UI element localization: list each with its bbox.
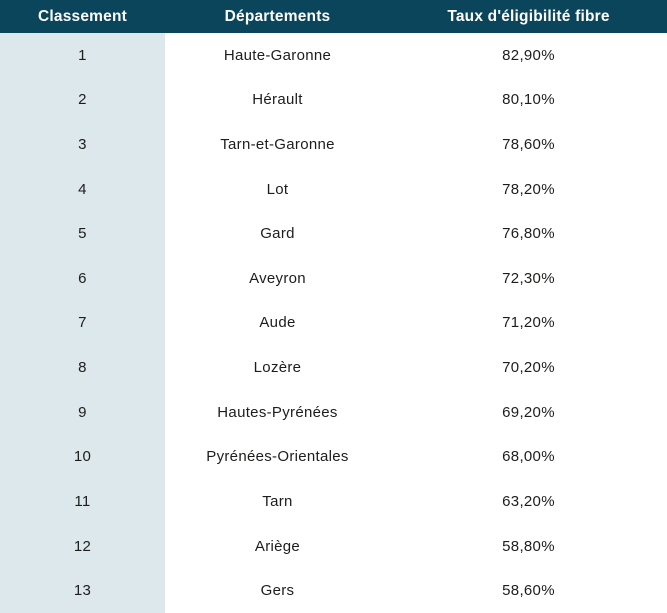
table-body: 1 Haute-Garonne 82,90% 2 Hérault 80,10% 3 Tarn-… xyxy=(0,33,667,613)
department-cell: Hautes-Pyrénées xyxy=(217,403,338,421)
header-cell-departements: Départements xyxy=(224,7,331,25)
rate-cell: 58,60% xyxy=(502,582,555,600)
table-row: 5 Gard 76,80% xyxy=(0,211,667,257)
rank-cell: 4 xyxy=(0,166,165,212)
department-cell: Gard xyxy=(260,225,295,243)
table-row: 10 Pyrénées-Orientales 68,00% xyxy=(0,434,667,480)
rate-cell: 58,80% xyxy=(502,537,555,555)
rank-cell: 2 xyxy=(0,77,165,123)
department-cell: Aude xyxy=(259,314,296,332)
rank-cell: 10 xyxy=(0,434,165,480)
header-cell-classement: Classement xyxy=(37,7,127,25)
department-cell: Haute-Garonne xyxy=(223,46,332,64)
table-row: 2 Hérault 80,10% xyxy=(0,77,667,123)
table-row: 13 Gers 58,60% xyxy=(0,568,667,613)
rank-cell: 12 xyxy=(0,523,165,569)
table-row: 11 Tarn 63,20% xyxy=(0,479,667,524)
header-cell-taux-eligibilite-fibre: Taux d'éligibilité fibre xyxy=(447,7,610,25)
rank-cell: 6 xyxy=(0,256,165,301)
department-cell: Tarn xyxy=(262,492,293,510)
rate-cell: 82,90% xyxy=(502,46,555,64)
department-cell: Lot xyxy=(266,180,289,198)
department-cell: Ariège xyxy=(254,537,301,555)
table-row: 3 Tarn-et-Garonne 78,60% xyxy=(0,122,667,167)
rank-cell: 3 xyxy=(0,122,165,167)
rank-cell: 13 xyxy=(0,568,165,613)
rate-cell: 68,00% xyxy=(502,448,555,466)
rank-cell: 8 xyxy=(0,345,165,390)
rank-cell: 5 xyxy=(0,211,165,257)
department-cell: Aveyron xyxy=(249,269,306,287)
department-cell: Pyrénées-Orientales xyxy=(206,448,349,466)
rate-cell: 72,30% xyxy=(502,269,555,287)
rate-cell: 71,20% xyxy=(502,314,555,332)
table-row: 1 Haute-Garonne 82,90% xyxy=(0,33,667,78)
rate-cell: 78,60% xyxy=(502,136,555,154)
rank-cell: 7 xyxy=(0,300,165,346)
rate-cell: 76,80% xyxy=(502,225,555,243)
rank-cell: 11 xyxy=(0,479,165,524)
department-cell: Lozère xyxy=(253,359,302,377)
department-cell: Gers xyxy=(260,582,295,600)
table-row: 7 Aude 71,20% xyxy=(0,300,667,346)
table-row: 9 Hautes-Pyrénées 69,20% xyxy=(0,389,667,435)
table-row: 6 Aveyron 72,30% xyxy=(0,256,667,301)
rank-cell: 1 xyxy=(0,33,165,78)
table-header-row: Classement Départements Taux d'éligibili… xyxy=(0,0,667,33)
rate-cell: 63,20% xyxy=(502,492,555,510)
table-row: 8 Lozère 70,20% xyxy=(0,345,667,390)
table-row: 4 Lot 78,20% xyxy=(0,166,667,212)
rate-cell: 70,20% xyxy=(502,359,555,377)
rate-cell: 80,10% xyxy=(502,91,555,109)
rate-cell: 78,20% xyxy=(502,180,555,198)
rank-cell: 9 xyxy=(0,389,165,435)
rate-cell: 69,20% xyxy=(502,403,555,421)
table-row: 12 Ariège 58,80% xyxy=(0,523,667,569)
department-cell: Tarn-et-Garonne xyxy=(220,136,335,154)
department-cell: Hérault xyxy=(252,91,303,109)
